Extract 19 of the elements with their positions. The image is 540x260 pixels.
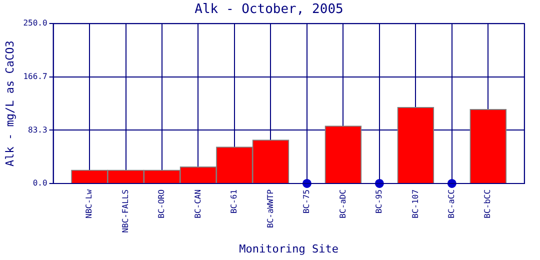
y-tick-label: 166.7 — [23, 72, 48, 81]
x-tick-label: BC-CAN — [193, 189, 202, 218]
x-tick-label: BC-aDC — [338, 189, 348, 218]
x-tick-label: BC-61 — [230, 189, 239, 214]
x-tick-label: BC-107 — [410, 189, 420, 218]
y-tick-label: 0.0 — [32, 178, 48, 188]
x-tick-label: NBC-Lw — [84, 189, 94, 218]
x-tick-label: BC-aCC — [447, 189, 456, 218]
x-tick-label: NBC-FALLS — [120, 189, 130, 233]
x-tick-label: BC-aWWTP — [266, 189, 275, 228]
y-tick-label: 250.0 — [23, 18, 48, 28]
x-axis-title: Monitoring Site — [239, 242, 339, 256]
x-tick-label: BC-95 — [374, 189, 384, 214]
y-tick-label: 83.3 — [28, 125, 48, 134]
chart-title: Alk - October, 2005 — [194, 2, 344, 18]
x-tick-label: BC-ORO — [157, 189, 166, 218]
x-tick-label: BC-bCC — [483, 189, 492, 218]
x-tick-label: BC-75 — [302, 189, 312, 214]
y-axis-title: Alk - mg/L as CaCO3 — [3, 40, 16, 166]
